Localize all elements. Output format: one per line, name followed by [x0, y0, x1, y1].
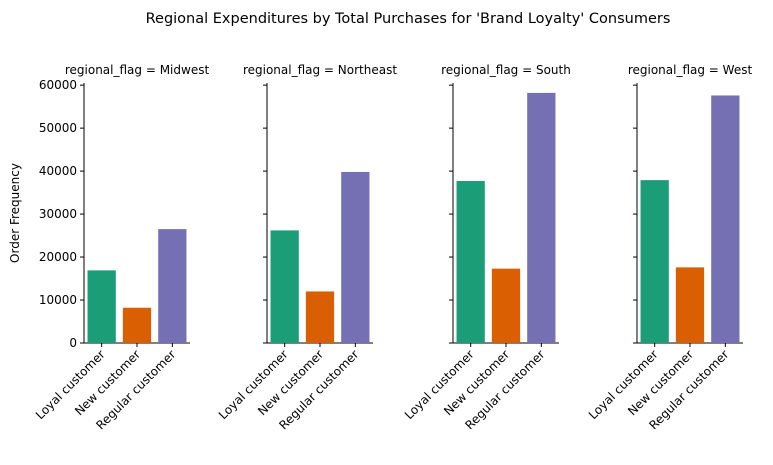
panels-group: regional_flag = Midwest 0 10000 20000 30000 4…	[33, 63, 753, 432]
y-tick-label: 50000	[39, 121, 77, 135]
y-tick-label: 10000	[39, 293, 77, 307]
y-tick-label: 20000	[39, 250, 77, 264]
bar-new-customer	[305, 291, 335, 343]
y-tick-label: 0	[69, 336, 77, 350]
bar-new-customer	[122, 307, 152, 343]
y-axis-label: Order Frequency	[8, 163, 22, 263]
bar-loyal-customer	[640, 180, 669, 343]
panel-title: regional_flag = Midwest	[65, 63, 210, 77]
bar-regular-customer	[341, 171, 370, 343]
bar-new-customer	[675, 267, 705, 343]
bar-new-customer	[491, 268, 521, 343]
y-tick-label: 40000	[39, 164, 77, 178]
bar-regular-customer	[527, 92, 556, 343]
panel-1: regional_flag = Midwest 0 10000 20000 30000 4…	[33, 63, 210, 432]
bar-loyal-customer	[270, 230, 299, 343]
panel-title: regional_flag = Northeast	[243, 63, 397, 77]
bar-regular-customer	[158, 229, 187, 343]
panel-title: regional_flag = South	[441, 63, 571, 77]
chart-title: Regional Expenditures by Total Purchases…	[146, 11, 671, 27]
bar-loyal-customer	[87, 270, 116, 343]
y-tick-label: 30000	[39, 207, 77, 221]
bar-loyal-customer	[456, 180, 485, 343]
bar-regular-customer	[711, 95, 740, 344]
panel-title: regional_flag = West	[628, 63, 753, 77]
y-tick-label: 60000	[39, 78, 77, 92]
